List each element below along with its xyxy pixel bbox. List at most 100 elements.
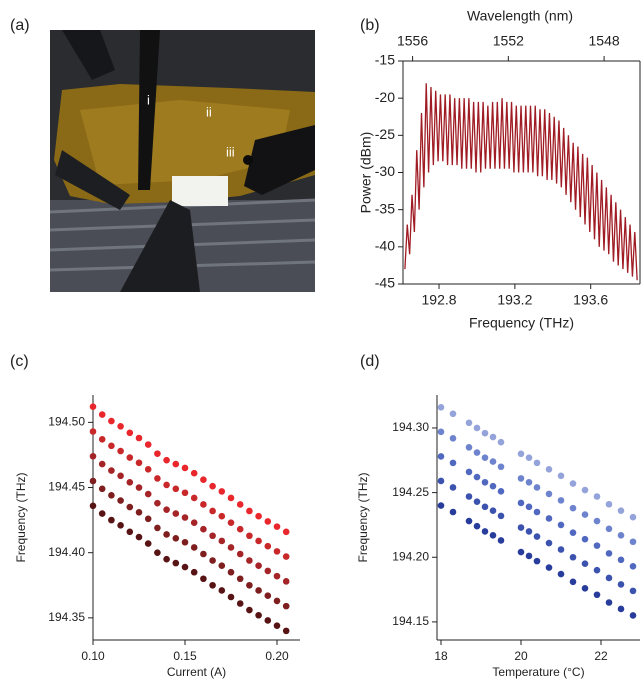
data-point bbox=[593, 591, 601, 599]
data-point bbox=[98, 436, 106, 443]
data-point bbox=[437, 453, 445, 460]
data-point bbox=[282, 602, 290, 610]
y-tick-label: -30 bbox=[375, 163, 395, 179]
x2-tick-label: 1552 bbox=[493, 33, 524, 49]
data-point bbox=[172, 535, 180, 542]
data-point bbox=[497, 488, 505, 495]
data-point bbox=[617, 605, 625, 613]
x-axis-label: Frequency (THz) bbox=[469, 315, 574, 331]
data-point bbox=[236, 600, 244, 607]
data-point bbox=[449, 410, 457, 418]
y-axis-label: Power (dBm) bbox=[358, 132, 374, 214]
data-point bbox=[629, 513, 637, 521]
data-point bbox=[209, 557, 216, 564]
data-point bbox=[517, 548, 525, 556]
data-point bbox=[255, 537, 262, 545]
data-point bbox=[533, 533, 541, 540]
data-point bbox=[126, 503, 134, 511]
data-point bbox=[163, 555, 170, 563]
data-point bbox=[273, 572, 281, 580]
data-point bbox=[264, 542, 272, 550]
data-point bbox=[465, 419, 473, 427]
data-point bbox=[172, 559, 180, 567]
data-point bbox=[172, 510, 180, 517]
data-point bbox=[449, 459, 457, 467]
data-point bbox=[605, 550, 613, 557]
data-point bbox=[144, 490, 152, 498]
data-point bbox=[246, 507, 253, 515]
panel-label: (b) bbox=[360, 17, 380, 34]
data-point bbox=[264, 592, 272, 599]
data-point bbox=[135, 484, 143, 491]
data-point bbox=[154, 549, 161, 556]
data-point bbox=[273, 523, 281, 530]
x-tick-label: 193.2 bbox=[497, 292, 532, 308]
x2-tick-label: 1556 bbox=[397, 33, 428, 49]
x-tick-label: 192.8 bbox=[422, 292, 457, 308]
data-point bbox=[181, 464, 189, 472]
data-point bbox=[617, 531, 625, 539]
y-tick-label: -20 bbox=[375, 89, 395, 105]
y-tick-label: -35 bbox=[375, 200, 395, 216]
data-point bbox=[117, 422, 124, 430]
data-point bbox=[629, 563, 637, 570]
data-point bbox=[227, 519, 235, 527]
data-point bbox=[117, 472, 124, 480]
y-tick-label: 194.45 bbox=[48, 480, 85, 494]
data-point bbox=[593, 517, 601, 525]
data-point bbox=[108, 442, 115, 450]
data-point bbox=[181, 489, 189, 497]
x-tick-label: 22 bbox=[594, 649, 608, 663]
data-point bbox=[533, 459, 541, 467]
data-point bbox=[89, 477, 97, 485]
y-tick-label: 194.25 bbox=[392, 485, 429, 499]
x-axis-label: Current (A) bbox=[167, 665, 226, 679]
data-point bbox=[517, 524, 525, 531]
data-point bbox=[545, 515, 553, 522]
data-point bbox=[593, 542, 601, 549]
data-point bbox=[593, 566, 601, 574]
data-point bbox=[437, 502, 445, 509]
data-point bbox=[465, 468, 473, 476]
data-point bbox=[264, 518, 272, 525]
photo-probe bbox=[244, 125, 315, 195]
y-tick-label: 194.15 bbox=[392, 614, 429, 628]
data-point bbox=[163, 481, 170, 489]
data-point bbox=[282, 553, 290, 560]
data-point bbox=[581, 560, 589, 568]
data-point bbox=[569, 504, 577, 512]
data-point bbox=[200, 501, 207, 508]
data-point bbox=[163, 531, 170, 538]
data-point bbox=[236, 575, 244, 583]
data-point bbox=[255, 587, 262, 594]
data-point bbox=[629, 587, 637, 595]
data-point bbox=[236, 501, 244, 508]
data-point bbox=[255, 611, 262, 619]
y-tick-label: -15 bbox=[375, 52, 395, 68]
y-tick-label: 194.50 bbox=[48, 415, 85, 429]
data-point bbox=[473, 473, 481, 481]
data-point bbox=[264, 567, 272, 575]
data-point bbox=[200, 550, 207, 558]
data-point bbox=[497, 537, 505, 544]
data-point bbox=[236, 550, 244, 558]
photo: i ii iii bbox=[50, 30, 315, 292]
x-tick-label: 193.6 bbox=[573, 292, 608, 308]
data-point bbox=[209, 507, 216, 515]
data-point bbox=[108, 467, 115, 474]
data-point bbox=[581, 486, 589, 494]
data-point bbox=[246, 581, 253, 589]
data-point bbox=[605, 599, 613, 606]
data-point bbox=[533, 484, 541, 491]
data-point bbox=[126, 454, 134, 461]
data-point bbox=[126, 479, 134, 486]
data-point bbox=[144, 540, 152, 547]
data-point bbox=[481, 478, 489, 486]
data-point bbox=[449, 484, 457, 491]
data-point bbox=[581, 511, 589, 518]
data-point bbox=[89, 403, 97, 411]
data-point bbox=[227, 494, 235, 502]
data-point bbox=[154, 499, 161, 507]
photo-probe bbox=[62, 30, 115, 80]
